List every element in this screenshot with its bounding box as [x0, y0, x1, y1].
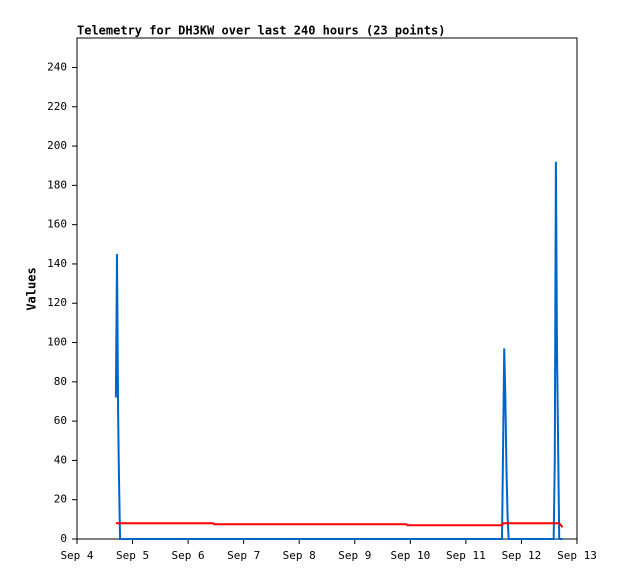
x-tick-label: Sep 4 — [60, 549, 93, 562]
y-tick-label: 200 — [47, 139, 67, 152]
y-tick-label: 220 — [47, 100, 67, 113]
x-tick-label: Sep 10 — [390, 549, 430, 562]
x-tick-label: Sep 7 — [227, 549, 260, 562]
x-tick-label: Sep 8 — [283, 549, 316, 562]
series-line — [114, 161, 563, 540]
y-tick-label: 80 — [54, 375, 67, 388]
y-tick-label: 240 — [47, 60, 67, 73]
y-tick-label: 60 — [54, 414, 67, 427]
series-line — [115, 522, 564, 528]
y-axis-label: Values — [25, 267, 39, 310]
y-tick-label: 20 — [54, 493, 67, 506]
chart-title: Telemetry for DH3KW over last 240 hours … — [77, 24, 445, 38]
y-tick-label: 0 — [60, 532, 67, 545]
x-tick-label: Sep 13 — [557, 549, 597, 562]
y-tick-label: 180 — [47, 178, 67, 191]
y-tick-label: 120 — [47, 296, 67, 309]
y-tick-label: 160 — [47, 218, 67, 231]
x-tick-label: Sep 11 — [446, 549, 486, 562]
x-tick-label: Sep 5 — [116, 549, 149, 562]
y-tick-label: 100 — [47, 336, 67, 349]
x-tick-label: Sep 6 — [172, 549, 205, 562]
x-tick-label: Sep 9 — [338, 549, 371, 562]
x-tick-label: Sep 12 — [502, 549, 542, 562]
y-tick-label: 40 — [54, 453, 67, 466]
y-tick-label: 140 — [47, 257, 67, 270]
